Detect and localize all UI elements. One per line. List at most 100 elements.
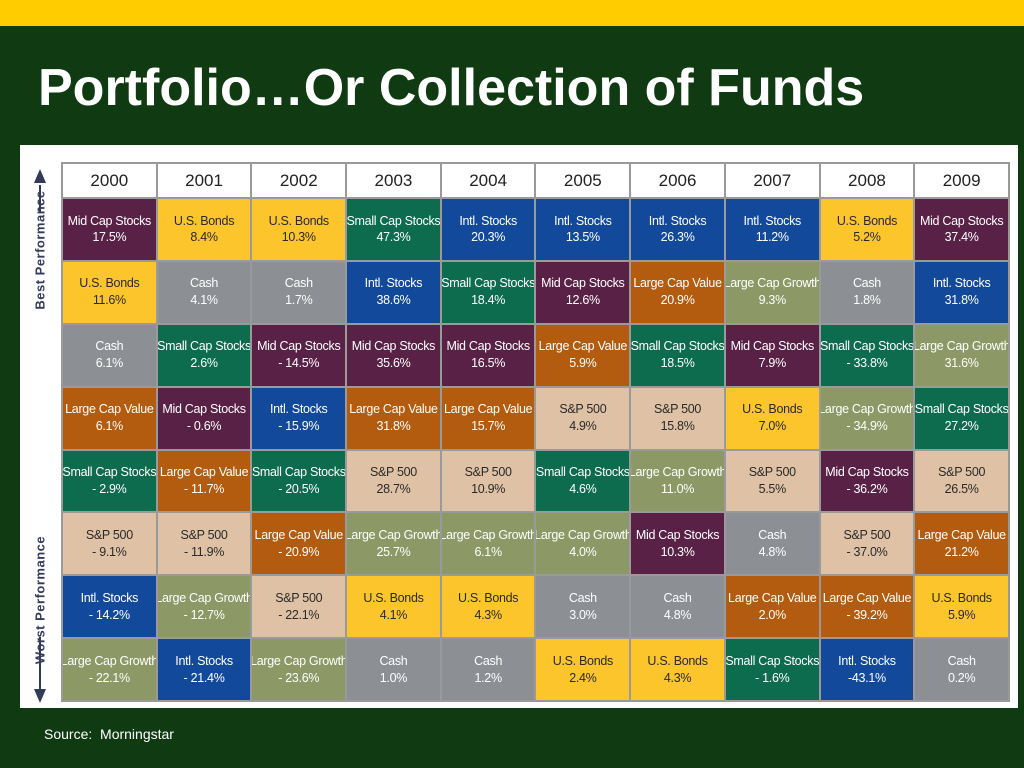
return-value: - 20.9% [278,544,320,559]
return-value: 18.4% [471,293,506,308]
table-cell: Intl. Stocks - 15.9% [252,387,346,449]
table-cell: U.S. Bonds 4.1% [347,576,440,638]
asset-class-name: Mid Cap Stocks [67,213,152,228]
asset-class-returns-grid: 2000 2001 2002 2003 2004 2005 2006 2007 2008 2009… [61,162,1010,702]
table-cell: S&P 500 10.9% [441,450,535,512]
return-value: - 1.6% [755,670,790,685]
table-cell: Intl. Stocks 38.6% [347,261,440,323]
top-accent-bar [0,0,1024,26]
table-cell: Mid Cap Stocks - 36.2% [820,450,914,512]
return-value: 1.2% [474,670,502,685]
asset-class-name: Small Cap Stocks [631,339,724,354]
asset-class-name: Mid Cap Stocks [825,465,909,480]
return-value: - 39.2% [846,607,888,622]
return-value: 6.1% [95,419,124,434]
return-value: 31.8% [944,293,979,308]
asset-class-name: Cash [190,276,219,291]
return-value: 5.2% [853,230,881,245]
return-value: - 37.0% [846,544,888,559]
table-cell: Large Cap Value - 39.2% [820,576,914,638]
return-value: 4.9% [569,419,597,434]
year-header: 2008 [820,164,914,197]
return-value: 25.7% [376,544,411,559]
asset-class-name: U.S. Bonds [552,653,614,668]
performance-axis: Best Performance Worst Performance [20,145,60,708]
asset-class-name: U.S. Bonds [742,402,803,417]
table-cell: Mid Cap Stocks - 0.6% [157,387,251,449]
asset-class-name: Cash [95,339,124,354]
return-value: - 15.9% [278,419,320,434]
asset-class-name: Mid Cap Stocks [257,339,341,354]
asset-class-name: U.S. Bonds [173,213,235,228]
return-value: 6.1% [474,544,502,559]
asset-class-name: U.S. Bonds [458,590,519,605]
year-header: 2001 [157,164,251,197]
table-cell: Mid Cap Stocks 35.6% [347,324,440,386]
table-cell: Large Cap Value 2.0% [725,576,819,638]
asset-class-name: S&P 500 [748,465,796,480]
return-value: 21.2% [944,544,979,559]
asset-class-name: Small Cap Stocks [725,653,819,668]
return-value: 2.0% [758,607,787,622]
return-value: - 20.5% [278,481,320,496]
table-cell: Mid Cap Stocks - 14.5% [252,324,346,386]
asset-class-name: Cash [852,276,881,291]
table-cell: U.S. Bonds 4.3% [441,576,535,638]
return-value: - 14.5% [278,356,320,371]
table-cell: U.S. Bonds 11.6% [63,261,156,323]
table-cell: Large Cap Value - 20.9% [252,513,346,575]
return-value: 11.6% [92,293,126,308]
table-cell: S&P 500 15.8% [631,387,724,449]
table-cell: U.S. Bonds 5.9% [915,576,1008,638]
return-value: - 36.2% [846,481,888,496]
return-value: 2.4% [569,670,597,685]
asset-class-name: U.S. Bonds [931,590,993,605]
asset-class-name: S&P 500 [275,590,323,605]
asset-class-name: Large Cap Value [822,590,912,605]
table-cell: Cash 6.1% [63,324,156,386]
asset-class-name: Large Cap Value [538,339,628,354]
return-value: 11.0% [661,481,695,496]
table-cell: Small Cap Stocks 27.2% [915,387,1008,449]
table-cell: Small Cap Stocks - 33.8% [820,324,914,386]
table-cell: Large Cap Value 6.1% [63,387,156,449]
return-value: 4.8% [758,544,787,559]
asset-class-name: Intl. Stocks [175,653,233,668]
table-cell: S&P 500 26.5% [915,450,1008,512]
asset-class-name: Intl. Stocks [269,402,328,417]
table-cell: Large Cap Growth 4.0% [536,513,630,575]
table-cell: Small Cap Stocks 18.5% [631,324,724,386]
year-header: 2007 [725,164,819,197]
table-cell: Intl. Stocks - 14.2% [63,576,156,638]
return-value: - 21.4% [183,670,225,685]
table-cell: Large Cap Growth 31.6% [915,324,1008,386]
table-cell: Large Cap Value - 11.7% [157,450,251,512]
table-cell: Intl. Stocks 20.3% [441,199,535,260]
return-value: 38.6% [376,293,411,308]
asset-class-name: Small Cap Stocks [63,465,156,480]
asset-class-name: Small Cap Stocks [252,465,346,480]
table-cell: S&P 500 - 37.0% [820,513,914,575]
return-value: 31.6% [944,356,979,371]
asset-class-name: Cash [284,276,313,291]
return-value: - 34.9% [846,419,888,434]
asset-class-name: Small Cap Stocks [347,213,440,228]
table-cell: Large Cap Value 21.2% [915,513,1008,575]
asset-class-name: S&P 500 [85,527,133,542]
table-cell: Small Cap Stocks 47.3% [347,199,440,260]
return-value: 37.4% [944,230,979,245]
asset-class-name: Small Cap Stocks [915,402,1008,417]
table-cell: S&P 500 - 22.1% [252,576,346,638]
asset-class-name: Mid Cap Stocks [919,213,1004,228]
return-value: 5.5% [758,481,787,496]
asset-class-name: Small Cap Stocks [820,339,914,354]
asset-class-name: S&P 500 [843,527,891,542]
asset-class-name: Mid Cap Stocks [446,339,530,354]
asset-class-name: Large Cap Value [254,527,344,542]
return-value: 15.8% [660,419,695,434]
table-cell: Cash 1.8% [820,261,914,323]
table-cell: Mid Cap Stocks 16.5% [441,324,535,386]
asset-class-name: Intl. Stocks [364,276,423,291]
return-value: 15.7% [471,419,506,434]
table-cell: Small Cap Stocks - 20.5% [252,450,346,512]
